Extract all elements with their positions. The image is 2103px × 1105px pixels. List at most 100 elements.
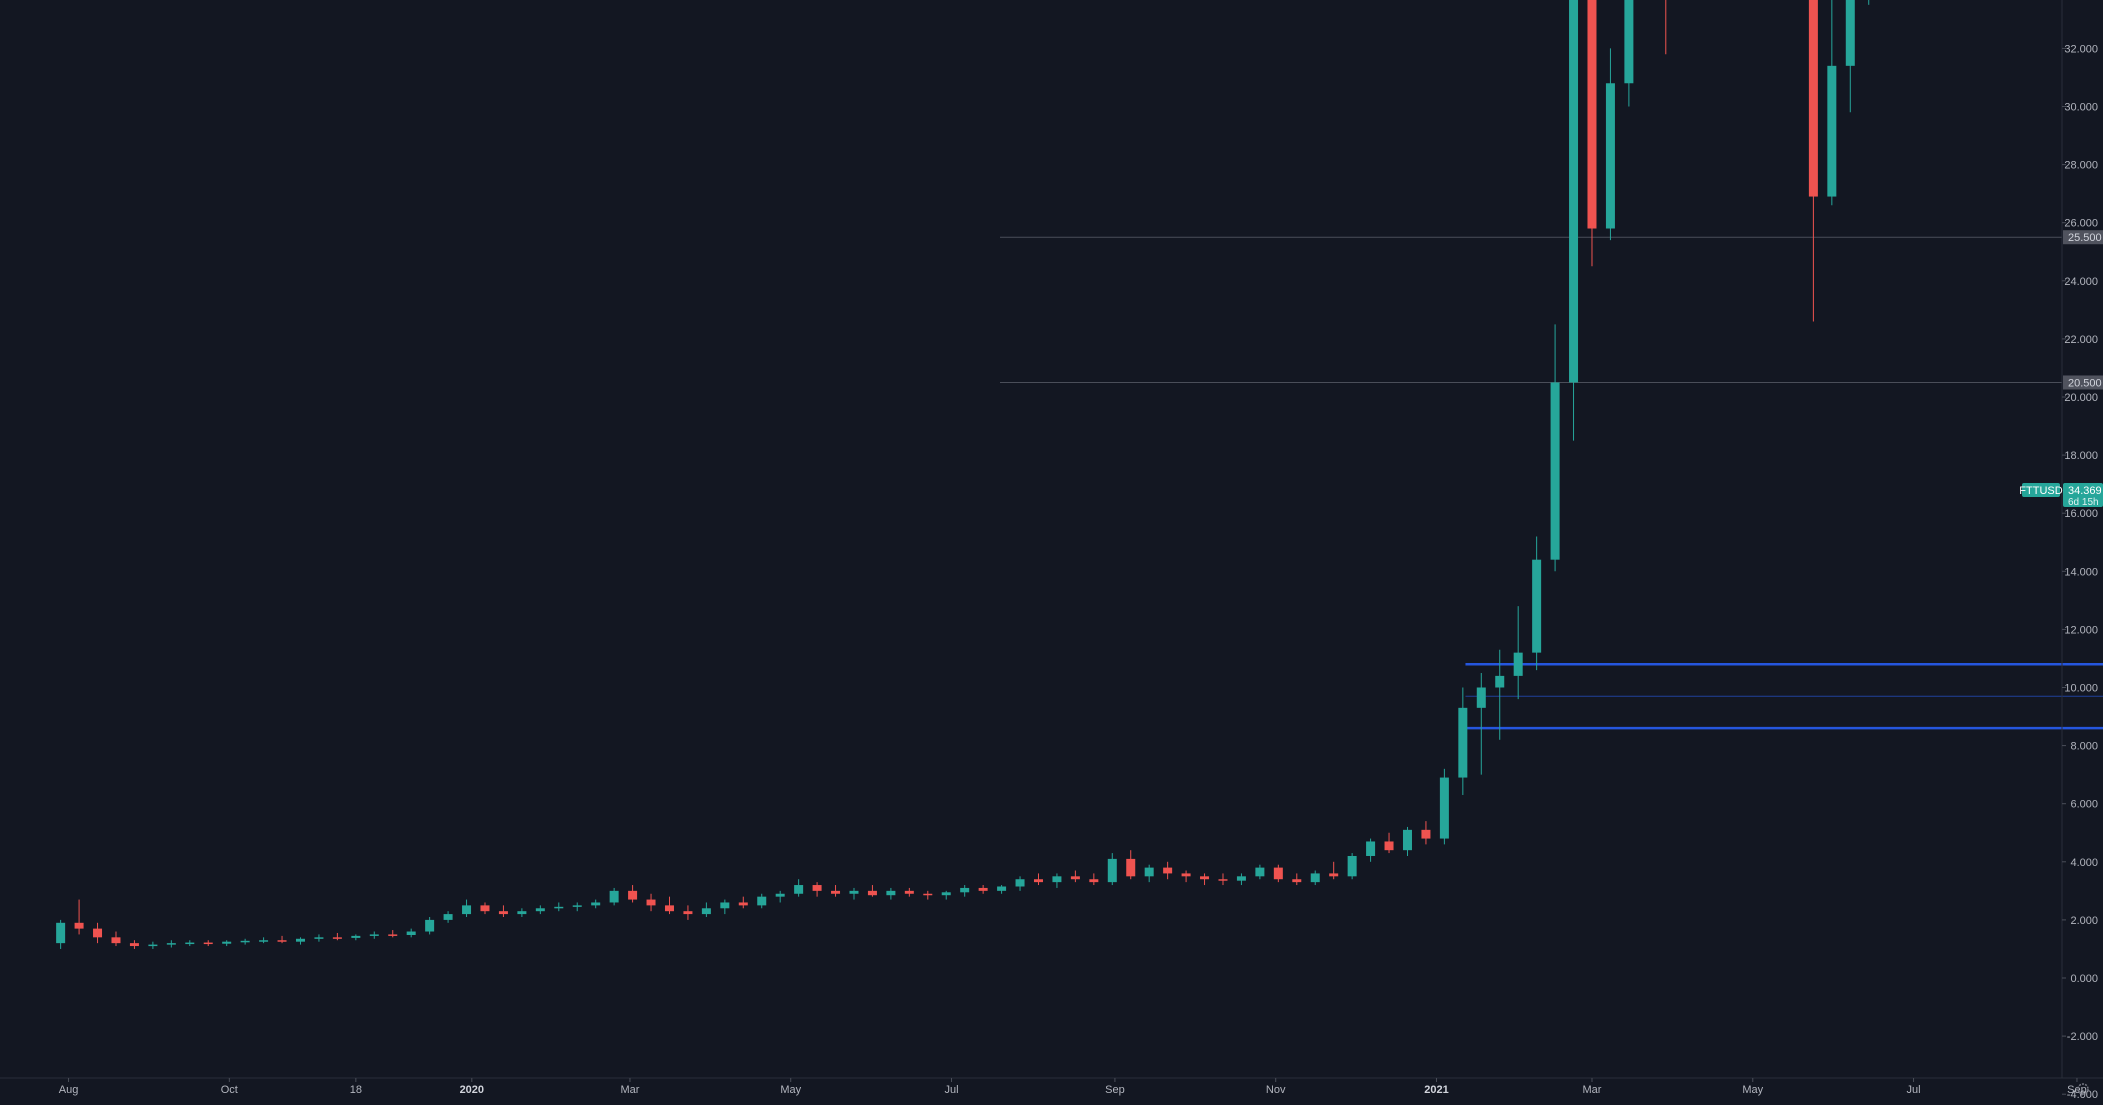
candle[interactable] (1421, 821, 1431, 845)
candle[interactable] (1070, 870, 1080, 883)
candle[interactable] (646, 893, 656, 912)
y-tick-label[interactable]: -4.000 (2067, 1089, 2098, 1101)
candle[interactable] (148, 941, 158, 949)
y-tick-label[interactable]: 24.000 (2064, 276, 2098, 288)
x-tick-label[interactable]: Mar (1583, 1084, 1602, 1096)
price-axis-labels[interactable]: -4.000 -2.000 0.000 2.000 4.000 6.000 8.000 10.… (2062, 0, 2098, 1101)
candle[interactable] (904, 887, 914, 897)
y-tick-label[interactable]: -2.000 (2067, 1031, 2098, 1043)
candle[interactable] (1513, 606, 1523, 700)
candle[interactable] (1532, 536, 1542, 671)
x-tick-label[interactable]: Jul (1907, 1084, 1921, 1096)
candle[interactable] (277, 935, 287, 944)
candle[interactable] (609, 887, 619, 906)
candle[interactable] (1329, 861, 1339, 880)
candle[interactable] (1273, 864, 1283, 883)
y-tick-label[interactable]: 8.000 (2070, 741, 2098, 753)
candle[interactable] (1808, 0, 1818, 322)
candle[interactable] (498, 905, 508, 917)
y-tick-label[interactable]: 10.000 (2064, 683, 2098, 695)
candle[interactable] (222, 940, 232, 947)
candle[interactable] (941, 890, 951, 900)
candle[interactable] (554, 902, 564, 912)
candle[interactable] (388, 930, 398, 938)
candle[interactable] (1458, 687, 1468, 795)
y-tick-label[interactable]: 26.000 (2064, 218, 2098, 230)
candle[interactable] (1587, 0, 1597, 267)
candle[interactable] (240, 938, 250, 945)
candle[interactable] (1605, 48, 1615, 241)
x-tick-label[interactable]: Oct (221, 1084, 238, 1096)
x-tick-label[interactable]: Mar (620, 1084, 639, 1096)
candle[interactable] (443, 911, 453, 923)
y-tick-label[interactable]: 0.000 (2070, 973, 2098, 985)
candle[interactable] (1402, 826, 1412, 856)
candle[interactable] (1181, 870, 1191, 883)
candle[interactable] (1366, 838, 1376, 862)
candle[interactable] (757, 893, 767, 909)
y-tick-label[interactable]: 20.000 (2064, 392, 2098, 404)
candle[interactable] (1384, 832, 1394, 854)
candle[interactable] (1052, 873, 1062, 888)
candle[interactable] (886, 887, 896, 900)
gear-icon[interactable] (2077, 1083, 2089, 1095)
candle[interactable] (535, 905, 545, 915)
candle[interactable] (1163, 861, 1173, 880)
candle[interactable] (1200, 873, 1210, 886)
candle[interactable] (1033, 873, 1043, 886)
candle[interactable] (1624, 0, 1634, 107)
candle[interactable] (1476, 672, 1486, 775)
candle[interactable] (1347, 853, 1357, 880)
candle[interactable] (351, 934, 361, 941)
candle[interactable] (93, 922, 103, 944)
candle[interactable] (129, 940, 139, 949)
candle[interactable] (74, 899, 84, 935)
candle[interactable] (1310, 870, 1320, 886)
candle[interactable] (997, 885, 1007, 894)
x-tick-label[interactable]: 18 (350, 1084, 362, 1096)
candle[interactable] (1218, 873, 1228, 886)
candle[interactable] (1495, 649, 1505, 740)
candle[interactable] (1107, 853, 1117, 886)
candle[interactable] (1089, 873, 1099, 886)
candle[interactable] (111, 931, 121, 947)
y-tick-label[interactable]: 30.000 (2064, 102, 2098, 114)
candle[interactable] (720, 899, 730, 915)
candle[interactable] (794, 879, 804, 897)
candle[interactable] (664, 896, 674, 915)
y-tick-label[interactable]: 28.000 (2064, 160, 2098, 172)
y-tick-label[interactable]: 18.000 (2064, 450, 2098, 462)
x-tick-label[interactable]: Sep (1105, 1084, 1125, 1096)
candle[interactable] (1439, 768, 1449, 845)
candle[interactable] (1015, 876, 1025, 891)
candle[interactable] (1255, 864, 1265, 880)
candle[interactable] (701, 902, 711, 917)
candle[interactable] (480, 902, 490, 915)
candle[interactable] (812, 882, 822, 897)
x-tick-label[interactable]: Nov (1266, 1084, 1286, 1096)
candle[interactable] (628, 885, 638, 903)
candle[interactable] (332, 932, 342, 941)
x-tick-label[interactable]: 2020 (460, 1084, 484, 1096)
x-tick-label[interactable]: May (1742, 1084, 1763, 1096)
candle[interactable] (259, 937, 269, 944)
y-tick-label[interactable]: 14.000 (2064, 566, 2098, 578)
candle[interactable] (1236, 873, 1246, 886)
candle[interactable] (517, 908, 527, 917)
candle[interactable] (1144, 864, 1154, 883)
settings-gear[interactable] (2077, 1083, 2089, 1095)
x-tick-label[interactable]: Jul (944, 1084, 958, 1096)
y-tick-label[interactable]: 16.000 (2064, 508, 2098, 520)
candle[interactable] (978, 885, 988, 894)
y-tick-label[interactable]: 22.000 (2064, 334, 2098, 346)
candle[interactable] (369, 931, 379, 939)
candle[interactable] (867, 885, 877, 897)
candle[interactable] (166, 940, 176, 948)
candle[interactable] (849, 887, 859, 900)
candle[interactable] (683, 905, 693, 920)
candle[interactable] (314, 934, 324, 942)
candle[interactable] (1569, 0, 1579, 441)
candle[interactable] (425, 916, 435, 935)
x-tick-label[interactable]: Aug (59, 1084, 79, 1096)
candle[interactable] (572, 902, 582, 912)
